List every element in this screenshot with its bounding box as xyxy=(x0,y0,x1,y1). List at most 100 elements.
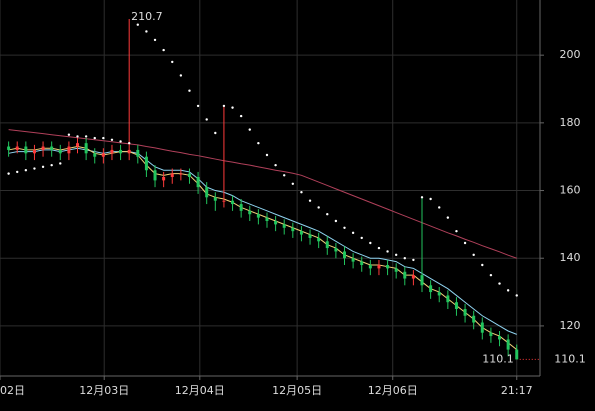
x-tick-label: 21:17 xyxy=(501,384,533,397)
candle-body xyxy=(187,173,191,178)
candle-body xyxy=(32,149,36,154)
candle-body xyxy=(446,295,450,303)
min-label: 110.1 xyxy=(482,352,514,365)
sar-dot xyxy=(446,216,450,219)
candle-body xyxy=(334,248,338,252)
candle-body xyxy=(205,187,209,198)
sar-dot xyxy=(119,140,122,143)
sar-dot xyxy=(127,141,131,145)
sar-dot xyxy=(222,104,226,108)
candle-body xyxy=(394,268,398,272)
candle-body xyxy=(239,204,243,211)
sar-dot xyxy=(334,219,338,223)
sar-dot xyxy=(59,162,62,165)
candle-body xyxy=(368,264,372,269)
candle-body xyxy=(265,217,269,221)
candle-body xyxy=(256,214,260,218)
candle-body xyxy=(506,339,510,350)
y-tick-label: 120 xyxy=(560,319,581,332)
candle-body xyxy=(429,285,433,293)
candle-body xyxy=(463,308,467,316)
candle-body xyxy=(291,227,295,232)
sar-dot xyxy=(472,253,475,257)
sar-dot xyxy=(179,74,183,77)
sar-dot xyxy=(205,118,208,121)
sar-dot xyxy=(76,135,79,138)
x-tick-label: 12月04日 xyxy=(175,384,225,397)
sar-dot xyxy=(283,174,286,177)
y-tick-label: 160 xyxy=(560,184,581,197)
sar-dot xyxy=(351,231,355,235)
candle-body xyxy=(50,146,54,150)
candle-body xyxy=(342,251,346,259)
sar-dot xyxy=(162,48,165,52)
candle-body xyxy=(213,197,217,201)
sar-dot xyxy=(394,253,398,257)
candle-body xyxy=(41,146,45,150)
sar-dot xyxy=(317,206,320,209)
candle-body xyxy=(58,149,62,154)
sar-dot xyxy=(291,182,295,185)
candle-body xyxy=(144,156,148,171)
candle-body xyxy=(222,200,226,202)
candle-body xyxy=(411,275,415,279)
candle-body xyxy=(351,258,355,262)
sar-dot xyxy=(343,226,346,229)
moving-average-line xyxy=(8,146,518,350)
sar-dot xyxy=(7,172,10,175)
x-tick-label: 12月02日 xyxy=(0,384,25,397)
candle-body xyxy=(153,170,157,181)
candle-body xyxy=(110,149,114,154)
candle-body xyxy=(15,146,19,150)
sar-dot xyxy=(153,38,157,42)
candle-body xyxy=(179,173,183,175)
x-tick-label: 12月03日 xyxy=(79,384,129,397)
candle-body xyxy=(437,292,441,296)
candle-body xyxy=(403,271,407,279)
candle-body xyxy=(420,275,424,286)
moving-average-line xyxy=(8,147,517,335)
sar-dot xyxy=(93,136,96,140)
candle-body xyxy=(170,173,174,178)
candle-body xyxy=(317,237,321,242)
sar-dot xyxy=(171,60,174,64)
sar-dot xyxy=(463,241,467,245)
sar-dot xyxy=(231,106,234,109)
last-price-label: 110.1 xyxy=(554,352,586,365)
candle-body xyxy=(93,153,97,157)
x-tick-label: 12月06日 xyxy=(368,384,418,397)
sar-dot xyxy=(420,196,424,199)
sar-dot xyxy=(136,23,139,26)
candle-body xyxy=(360,261,364,265)
candle-body xyxy=(386,264,390,269)
sar-dot xyxy=(196,104,200,108)
candle-body xyxy=(274,220,278,225)
sar-dot xyxy=(429,197,432,201)
candle-body xyxy=(377,264,381,269)
sar-dot xyxy=(188,89,191,92)
candle-body xyxy=(196,177,200,188)
y-tick-label: 140 xyxy=(560,251,581,264)
candle-body xyxy=(136,149,140,157)
sar-dot xyxy=(438,206,441,209)
y-tick-label: 200 xyxy=(560,48,581,61)
sar-dot xyxy=(265,153,269,157)
sar-dot xyxy=(403,257,406,260)
sar-dot xyxy=(455,229,458,233)
candle-body xyxy=(489,332,493,337)
candle-body xyxy=(480,322,484,333)
candle-body xyxy=(325,241,329,249)
sar-dot xyxy=(386,250,389,253)
grid xyxy=(0,0,540,376)
sar-dot xyxy=(360,236,363,240)
candle-body xyxy=(162,177,166,181)
candle-body xyxy=(84,143,88,154)
sar-dot xyxy=(145,30,148,33)
sar-dot xyxy=(67,133,71,136)
sar-dot xyxy=(16,170,19,174)
candle-body xyxy=(127,149,131,154)
candle-body xyxy=(472,315,476,323)
moving-average-line xyxy=(8,129,517,259)
